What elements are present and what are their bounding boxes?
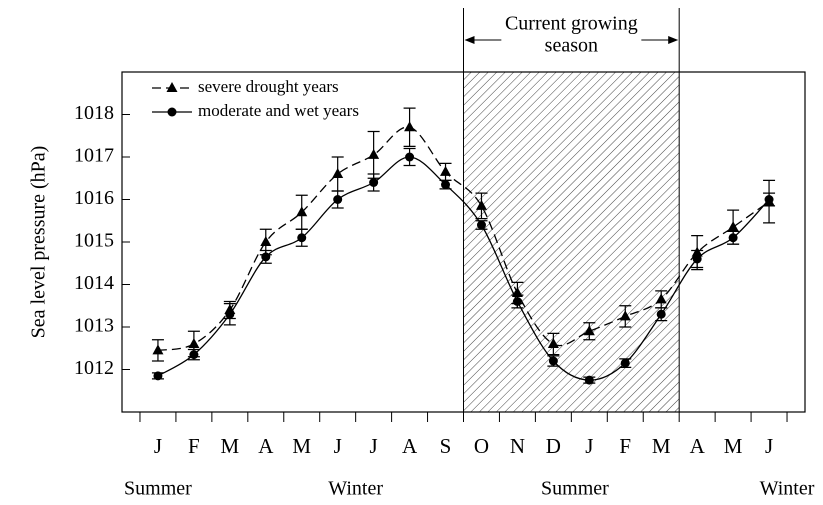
x-tick-label: J <box>765 434 773 458</box>
y-axis-label: Sea level pressure (hPa) <box>28 146 50 339</box>
x-tick-label: J <box>370 434 378 458</box>
marker <box>548 356 558 366</box>
marker <box>764 195 774 204</box>
legend-label: moderate and wet years <box>198 101 359 120</box>
x-tick-label: S <box>440 434 452 458</box>
x-tick-label: M <box>724 434 743 458</box>
x-tick-label: M <box>652 434 671 458</box>
marker <box>333 195 343 204</box>
shaded-region <box>463 72 680 412</box>
y-tick-label: 1015 <box>74 230 114 252</box>
x-tick-label: M <box>292 434 311 458</box>
annotation: season <box>545 35 598 57</box>
marker <box>656 309 666 319</box>
y-tick-label: 1014 <box>74 272 114 294</box>
marker <box>405 152 415 162</box>
x-tick-label: F <box>619 434 631 458</box>
legend-label: severe drought years <box>198 77 339 96</box>
marker <box>404 121 416 132</box>
marker <box>727 221 739 232</box>
x-tick-label: A <box>258 434 274 458</box>
marker <box>441 180 451 190</box>
marker <box>225 309 235 319</box>
marker <box>189 350 199 360</box>
x-tick-label: N <box>510 434 525 458</box>
y-tick-label: 1017 <box>74 145 114 167</box>
y-tick-label: 1016 <box>74 187 114 209</box>
marker <box>619 310 631 321</box>
marker <box>368 148 380 159</box>
x-tick-label: J <box>585 434 593 458</box>
marker <box>261 252 271 262</box>
marker <box>188 338 200 348</box>
season-label: Summer <box>124 478 192 500</box>
marker <box>260 236 272 246</box>
marker <box>584 375 594 385</box>
annotation: Current growing <box>505 13 638 35</box>
y-tick-label: 1012 <box>74 357 114 379</box>
marker <box>332 168 344 178</box>
x-tick-label: J <box>334 434 342 458</box>
marker <box>547 338 559 348</box>
season-label: Winter <box>328 478 383 500</box>
x-tick-label: D <box>546 434 561 458</box>
marker <box>728 233 738 243</box>
marker <box>512 297 522 306</box>
x-tick-label: J <box>154 434 162 458</box>
marker <box>153 371 163 381</box>
marker <box>369 178 379 187</box>
marker <box>583 325 595 336</box>
season-label: Winter <box>760 478 815 500</box>
marker <box>297 233 307 243</box>
x-tick-label: O <box>474 434 489 458</box>
y-tick-label: 1013 <box>74 315 114 337</box>
marker <box>692 254 702 264</box>
x-tick-label: F <box>188 434 200 458</box>
series-line <box>157 156 770 381</box>
legend-marker <box>166 82 178 92</box>
arrow-head <box>464 36 475 44</box>
marker <box>475 199 487 210</box>
marker <box>655 293 667 304</box>
arrow-head <box>668 36 679 44</box>
season-label: Summer <box>541 478 609 500</box>
marker <box>476 220 486 230</box>
y-tick-label: 1018 <box>74 102 114 124</box>
marker <box>152 344 164 355</box>
legend-marker <box>167 107 177 117</box>
marker <box>296 206 308 217</box>
marker <box>440 165 452 176</box>
x-tick-label: A <box>690 434 706 458</box>
marker <box>620 358 630 368</box>
x-tick-label: M <box>220 434 239 458</box>
x-tick-label: A <box>402 434 418 458</box>
marker <box>511 287 523 297</box>
